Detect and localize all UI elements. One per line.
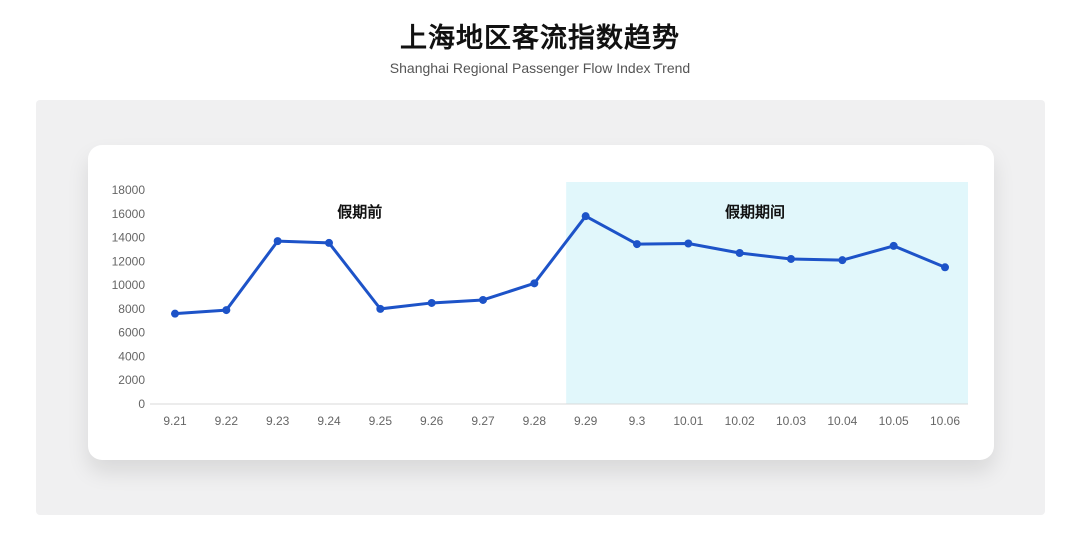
data-point[interactable] [889,241,898,250]
data-point[interactable] [273,237,282,246]
period-annotation-label: 假期前 [337,203,382,221]
period-annotation-label: 假期期间 [725,203,785,221]
x-axis-tick-label: 9.23 [266,414,290,428]
x-axis-tick-label: 10.02 [725,414,755,428]
data-point[interactable] [479,295,487,304]
page-header: 上海地区客流指数趋势 Shanghai Regional Passenger F… [0,0,1080,76]
y-axis-tick-label: 18000 [112,183,146,197]
data-point[interactable] [941,263,949,272]
data-point[interactable] [376,304,385,313]
x-axis-tick-label: 9.27 [471,414,495,428]
x-axis-tick-label: 9.3 [629,414,646,428]
data-point[interactable] [222,306,231,315]
x-axis-tick-label: 9.21 [163,414,187,428]
data-point[interactable] [787,254,795,263]
x-axis-tick-label: 10.04 [827,414,857,428]
x-axis-tick-label: 10.03 [776,414,806,428]
chart-panel: 0 2000 4000 6000 8000 10000 12000 14000 16000 180… [36,100,1045,515]
x-axis-tick-label: 9.25 [369,414,393,428]
y-axis-tick-label: 10000 [112,278,146,292]
y-axis-tick-label: 2000 [118,373,145,387]
data-point[interactable] [171,309,179,318]
y-axis-tick-label: 16000 [112,207,146,221]
y-axis-tick-label: 6000 [118,326,145,340]
x-axis-tick-label: 10.05 [879,414,909,428]
x-axis-tick-label: 9.24 [317,414,341,428]
passenger-flow-line-chart[interactable]: 0 2000 4000 6000 8000 10000 12000 14000 16000 180… [88,145,994,460]
holiday-region-highlight [566,182,968,404]
page-subtitle: Shanghai Regional Passenger Flow Index T… [389,60,691,77]
data-point[interactable] [735,249,744,258]
chart-card: 0 2000 4000 6000 8000 10000 12000 14000 16000 180… [88,145,994,460]
x-axis-tick-label: 10.01 [673,414,703,428]
y-axis-tick-label: 8000 [118,302,145,316]
x-axis-tick-label: 10.06 [930,414,960,428]
data-point[interactable] [838,256,847,265]
page-title: 上海地区客流指数趋势 [400,23,680,53]
data-point[interactable] [684,239,693,248]
y-axis-tick-label: 0 [138,397,145,411]
y-axis-tick-label: 14000 [112,231,146,245]
y-axis-tick-label: 12000 [112,254,146,268]
data-point[interactable] [325,238,333,247]
x-axis-tick-label: 9.28 [523,414,547,428]
data-point[interactable] [530,279,539,288]
x-axis-tick-label: 9.22 [215,414,239,428]
x-axis-tick-label: 9.29 [574,414,598,428]
data-point[interactable] [427,298,436,307]
data-point[interactable] [581,212,590,221]
x-axis-tick-label: 9.26 [420,414,444,428]
y-axis-tick-label: 4000 [118,349,145,363]
flow-index-line [173,214,947,316]
data-point[interactable] [633,240,641,249]
